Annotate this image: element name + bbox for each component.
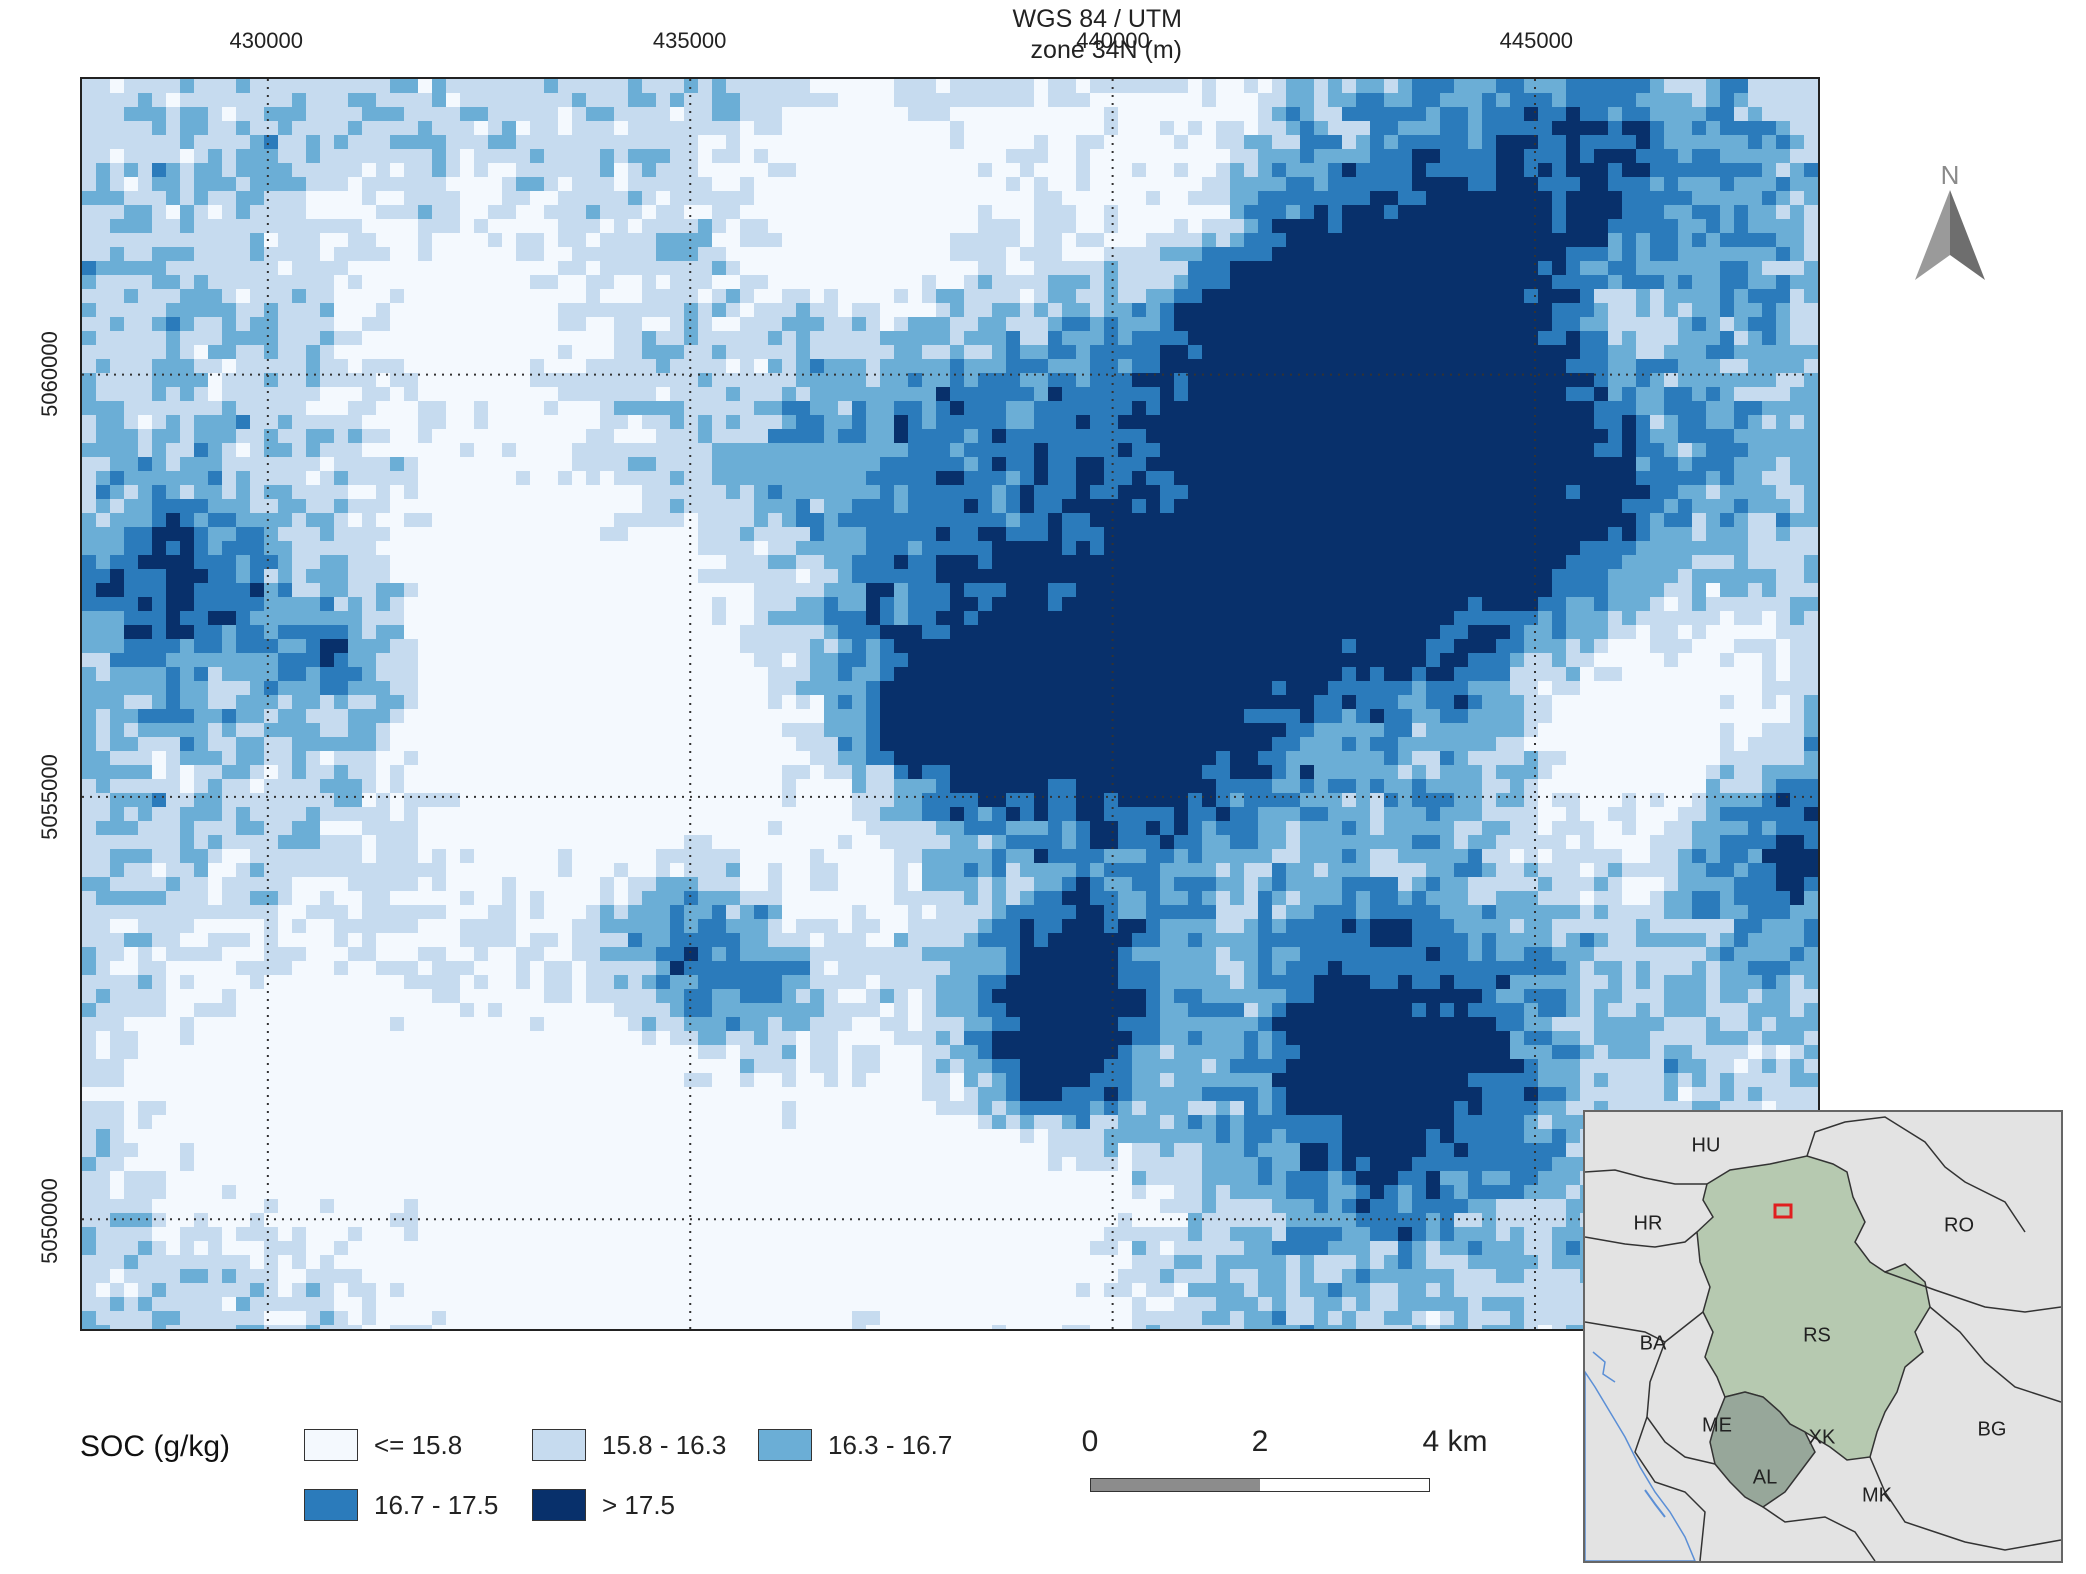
legend-swatch xyxy=(758,1429,812,1461)
y-tick-label: 5055000 xyxy=(37,754,63,840)
scale-bar-segment-1 xyxy=(1091,1479,1260,1491)
legend-label: 15.8 - 16.3 xyxy=(602,1430,726,1461)
inset-label-xk: XK xyxy=(1809,1427,1836,1450)
north-letter: N xyxy=(1905,160,1995,191)
inset-label-al: AL xyxy=(1753,1467,1777,1490)
scale-label: 4 km xyxy=(1422,1425,1487,1459)
soc-raster xyxy=(82,79,1818,1329)
north-arrow: N xyxy=(1905,160,1995,290)
y-tick-label: 5050000 xyxy=(37,1178,63,1264)
scale-bar-segment-2 xyxy=(1260,1479,1429,1491)
y-tick-label: 5060000 xyxy=(37,331,63,417)
legend-item: 16.7 - 17.5 xyxy=(304,1487,498,1523)
legend-swatch xyxy=(304,1429,358,1461)
scale-label: 2 xyxy=(1252,1425,1269,1459)
inset-label-ba: BA xyxy=(1640,1333,1667,1356)
inset-label-ro: RO xyxy=(1944,1215,1974,1238)
crs-line-2: zone 34N (m) xyxy=(1013,35,1182,66)
x-tick-label: 435000 xyxy=(653,28,726,54)
legend-item: 16.3 - 16.7 xyxy=(758,1427,952,1463)
x-tick-label: 430000 xyxy=(230,28,303,54)
legend-item: <= 15.8 xyxy=(304,1427,462,1463)
crs-line-1: WGS 84 / UTM xyxy=(1013,4,1182,35)
legend-label: > 17.5 xyxy=(602,1490,675,1521)
inset-label-rs: RS xyxy=(1803,1325,1831,1348)
soc-map[interactable] xyxy=(80,77,1820,1331)
scale-bar xyxy=(1090,1478,1430,1492)
legend-swatch xyxy=(532,1489,586,1521)
legend-item: > 17.5 xyxy=(532,1487,675,1523)
inset-label-mk: MK xyxy=(1862,1485,1892,1508)
inset-label-hr: HR xyxy=(1634,1213,1663,1236)
inset-label-hu: HU xyxy=(1692,1135,1721,1158)
inset-label-bg: BG xyxy=(1978,1419,2007,1442)
legend-swatch xyxy=(532,1429,586,1461)
inset-map: HU HR RO BA RS ME XK BG AL MK xyxy=(1583,1110,2063,1563)
legend-label: <= 15.8 xyxy=(374,1430,462,1461)
legend-swatch xyxy=(304,1489,358,1521)
legend-item: 15.8 - 16.3 xyxy=(532,1427,726,1463)
legend-title: SOC (g/kg) xyxy=(80,1430,230,1464)
x-tick-label: 445000 xyxy=(1500,28,1573,54)
inset-label-me: ME xyxy=(1702,1415,1732,1438)
legend-label: 16.7 - 17.5 xyxy=(374,1490,498,1521)
legend-label: 16.3 - 16.7 xyxy=(828,1430,952,1461)
crs-label: WGS 84 / UTM zone 34N (m) xyxy=(1013,4,1182,66)
scale-label: 0 xyxy=(1082,1425,1099,1459)
